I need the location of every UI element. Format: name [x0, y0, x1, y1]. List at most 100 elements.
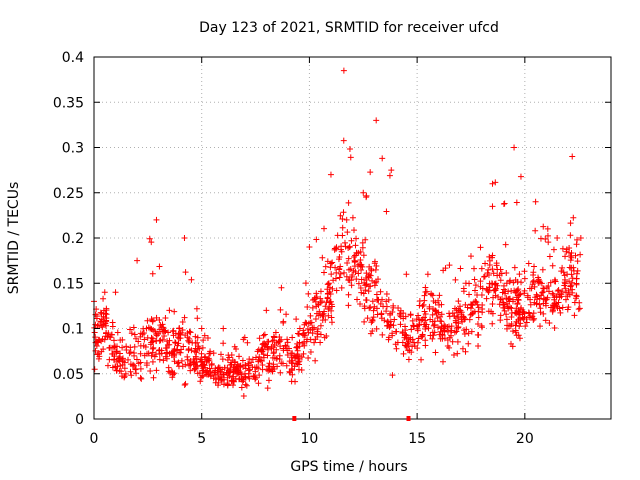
- data-point: [468, 328, 475, 335]
- data-point: [329, 259, 336, 266]
- y-tick-label: 0.2: [62, 231, 84, 247]
- data-point: [460, 327, 467, 334]
- data-point: [162, 328, 169, 335]
- data-point: [156, 263, 163, 270]
- data-point: [199, 344, 206, 351]
- data-point: [288, 350, 295, 357]
- data-point: [156, 316, 163, 323]
- data-point: [153, 351, 160, 358]
- data-point: [402, 323, 409, 330]
- data-point: [438, 318, 445, 325]
- data-point: [185, 346, 192, 353]
- axes: 0 5 10 15 20 0 0.05 0.1 0.15 0.2 0.25 0.3 0.35 0.4: [53, 50, 612, 447]
- data-point: [485, 266, 492, 273]
- data-point: [422, 323, 429, 330]
- data-point: [503, 280, 510, 287]
- data-point: [103, 307, 110, 314]
- data-point-peak: [306, 244, 313, 251]
- data-point: [422, 337, 429, 344]
- data-point: [432, 349, 439, 356]
- data-point: [148, 316, 155, 323]
- data-point: [521, 275, 528, 282]
- data-point: [456, 307, 463, 314]
- data-point: [531, 263, 538, 270]
- data-point: [326, 284, 333, 291]
- data-point: [345, 255, 352, 262]
- data-point: [311, 339, 318, 346]
- data-point: [368, 267, 375, 274]
- data-point: [385, 336, 392, 343]
- data-point: [555, 299, 562, 306]
- data-point: [564, 271, 571, 278]
- x-tick-label: 20: [516, 431, 534, 447]
- data-point: [436, 292, 443, 299]
- data-point: [555, 287, 562, 294]
- data-point: [155, 330, 162, 337]
- data-point: [258, 358, 265, 365]
- data-point: [242, 381, 249, 388]
- data-point: [360, 252, 367, 259]
- data-point: [418, 317, 425, 324]
- data-point: [160, 324, 167, 331]
- data-point: [341, 239, 348, 246]
- data-point: [562, 296, 569, 303]
- data-point: [413, 316, 420, 323]
- data-point: [429, 329, 436, 336]
- data-point: [393, 345, 400, 352]
- data-point: [363, 192, 370, 199]
- data-point: [501, 307, 508, 314]
- data-point: [421, 308, 428, 315]
- data-point: [358, 289, 365, 296]
- data-point: [119, 355, 126, 362]
- data-point: [437, 335, 444, 342]
- x-tick-label: 10: [301, 431, 319, 447]
- data-point: [251, 364, 258, 371]
- data-point: [373, 325, 380, 332]
- data-point: [104, 362, 111, 369]
- data-point: [307, 312, 314, 319]
- data-point: [478, 291, 485, 298]
- data-point: [162, 353, 169, 360]
- data-point: [93, 338, 100, 345]
- data-point: [122, 370, 129, 377]
- data-point: [265, 363, 272, 370]
- data-point: [500, 304, 507, 311]
- data-point-peak: [511, 144, 518, 151]
- data-point: [355, 280, 362, 287]
- data-point-peak: [198, 325, 205, 332]
- data-point: [92, 311, 99, 318]
- data-point: [321, 334, 328, 341]
- data-point: [121, 359, 128, 366]
- data-point: [472, 282, 479, 289]
- data-point: [359, 239, 366, 246]
- data-point: [471, 276, 478, 283]
- data-point: [317, 288, 324, 295]
- data-point: [350, 227, 357, 234]
- data-point-peak: [340, 67, 347, 74]
- data-point: [551, 325, 558, 332]
- data-point: [319, 311, 326, 318]
- data-point: [420, 301, 427, 308]
- data-point-peak: [373, 117, 380, 124]
- data-point: [559, 264, 566, 271]
- data-point: [540, 310, 547, 317]
- data-point: [204, 335, 211, 342]
- data-point: [188, 276, 195, 283]
- data-point: [95, 350, 102, 357]
- data-point: [529, 313, 536, 320]
- data-point: [131, 343, 138, 350]
- data-point: [307, 349, 314, 356]
- data-point: [567, 220, 574, 227]
- data-point: [559, 245, 566, 252]
- data-point: [418, 356, 425, 363]
- data-point: [243, 382, 250, 389]
- data-point: [439, 358, 446, 365]
- data-point: [255, 365, 262, 372]
- data-point: [454, 350, 461, 357]
- data-point: [492, 179, 499, 186]
- data-point: [503, 295, 510, 302]
- data-point: [451, 313, 458, 320]
- data-point: [535, 276, 542, 283]
- data-point: [296, 330, 303, 337]
- data-point: [283, 311, 290, 318]
